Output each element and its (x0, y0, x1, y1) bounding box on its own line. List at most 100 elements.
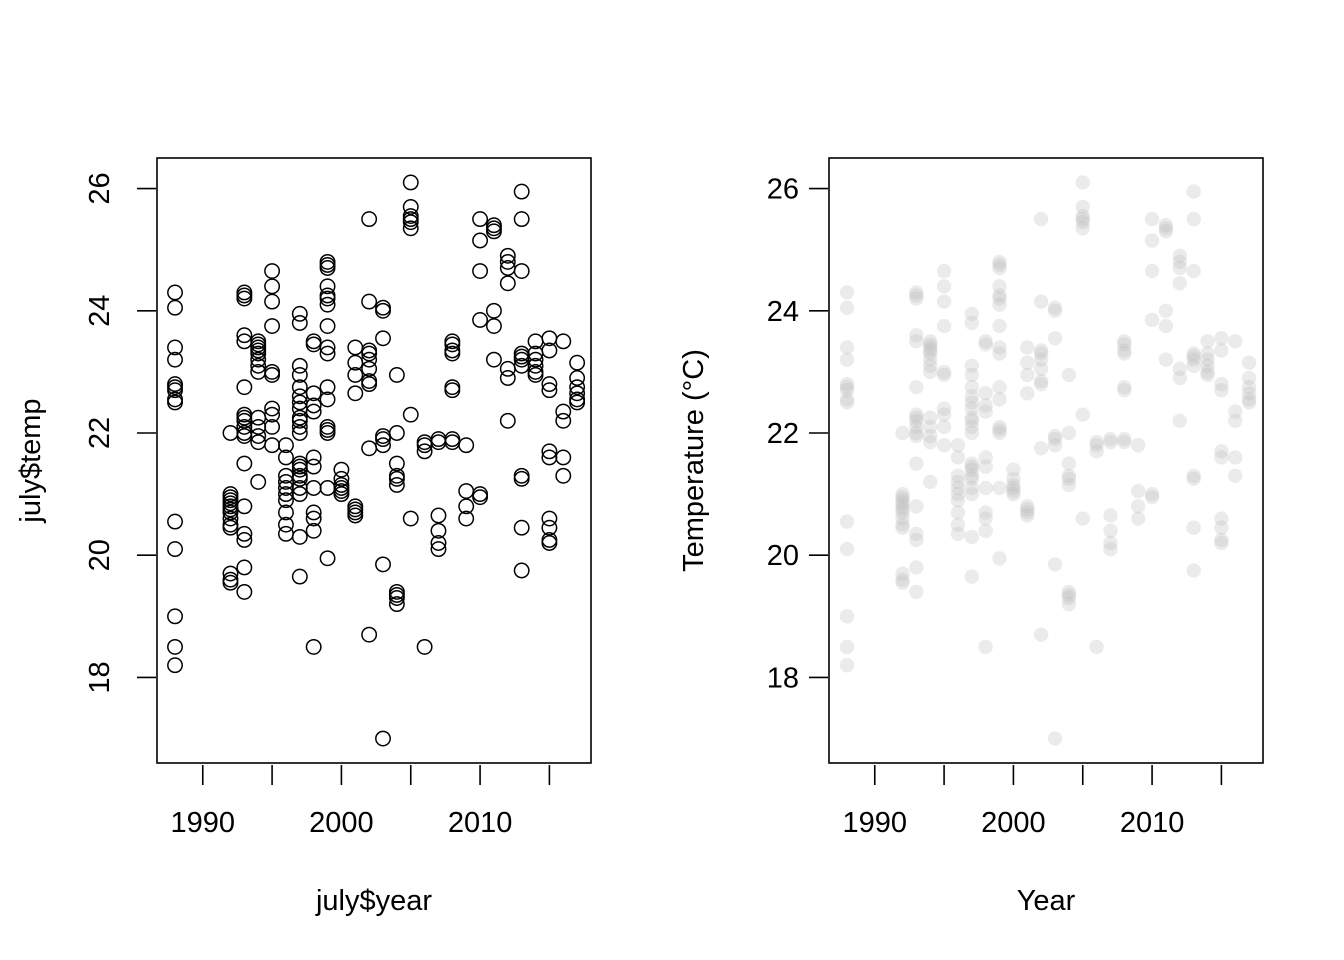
data-point (167, 382, 183, 399)
data-point (1172, 361, 1188, 377)
data-point (222, 504, 239, 521)
data-point (1033, 373, 1049, 389)
data-point (964, 401, 980, 416)
data-point (964, 419, 980, 435)
data-point (964, 379, 980, 395)
data-point (978, 404, 993, 419)
data-point (950, 517, 966, 532)
data-point (278, 504, 294, 521)
data-point (1241, 395, 1257, 410)
data-point (1186, 211, 1201, 227)
data-point (167, 541, 183, 558)
data-point (1186, 471, 1201, 487)
data-point (1144, 312, 1160, 328)
data-point (950, 480, 966, 496)
data-point (291, 315, 308, 331)
data-point (430, 541, 447, 558)
data-point (555, 403, 572, 420)
data-point (513, 519, 530, 536)
data-point (909, 410, 924, 425)
y-tick-label: 18 (767, 662, 799, 694)
data-point (1103, 523, 1118, 538)
data-point (361, 626, 378, 643)
data-point (319, 296, 336, 313)
data-point (305, 510, 322, 527)
data-point (1075, 214, 1090, 230)
data-point (992, 318, 1007, 334)
data-point (278, 449, 294, 466)
data-point (978, 334, 993, 349)
data-point (1144, 211, 1160, 227)
data-point (964, 468, 980, 483)
data-point (1228, 468, 1243, 483)
data-point (375, 556, 391, 573)
x-tick-label: 1990 (842, 807, 907, 839)
data-point (319, 318, 336, 335)
data-point (1061, 471, 1077, 487)
data-point (305, 385, 322, 402)
data-point (1131, 483, 1146, 499)
data-point (305, 504, 322, 521)
data-point (347, 366, 364, 383)
data-point (1214, 383, 1229, 398)
data-point (305, 480, 322, 496)
data-point (992, 297, 1007, 312)
data-point (1075, 199, 1090, 215)
data-point (1006, 483, 1021, 499)
data-point (1200, 364, 1215, 380)
data-point (1089, 434, 1104, 450)
data-point (444, 336, 461, 353)
data-point (319, 339, 336, 356)
data-point (1033, 361, 1049, 377)
data-point (264, 418, 281, 435)
data-point (250, 428, 267, 445)
data-point (1200, 334, 1215, 349)
data-point (950, 450, 966, 465)
data-point (236, 327, 253, 344)
data-point (950, 474, 966, 490)
data-point (361, 360, 378, 377)
data-point (1047, 557, 1063, 572)
data-point (936, 318, 952, 334)
data-point (444, 379, 461, 396)
data-point (1103, 434, 1118, 450)
data-point (950, 486, 966, 502)
data-point (430, 507, 447, 524)
data-point (992, 254, 1007, 270)
data-point (513, 562, 530, 579)
data-point (569, 354, 586, 371)
data-point (555, 333, 572, 350)
data-point (964, 315, 980, 331)
data-point (222, 574, 239, 591)
data-point (1020, 505, 1035, 520)
data-point (1089, 438, 1104, 453)
data-point (839, 383, 855, 398)
data-point (319, 550, 336, 567)
data-point (264, 406, 281, 423)
data-point (936, 364, 952, 380)
data-point (992, 419, 1007, 435)
data-point (1020, 499, 1035, 514)
data-point (839, 395, 855, 410)
data-point (305, 403, 322, 420)
data-point (1186, 352, 1201, 367)
data-point (909, 584, 924, 600)
data-point (1089, 444, 1104, 459)
data-point (1075, 511, 1090, 526)
data-point (1033, 352, 1049, 367)
data-point (1061, 456, 1077, 471)
data-point (278, 437, 294, 454)
data-point (541, 443, 558, 460)
data-point (236, 498, 253, 515)
data-point (1200, 346, 1215, 361)
data-point (1214, 532, 1229, 548)
data-point (964, 471, 980, 487)
data-point (361, 293, 378, 310)
data-point (361, 440, 378, 457)
data-point (1131, 511, 1146, 526)
data-point (1214, 520, 1229, 535)
data-point (923, 428, 938, 444)
x-axis-label: Year (1017, 885, 1076, 917)
data-point (402, 406, 419, 423)
data-point (1214, 535, 1229, 551)
